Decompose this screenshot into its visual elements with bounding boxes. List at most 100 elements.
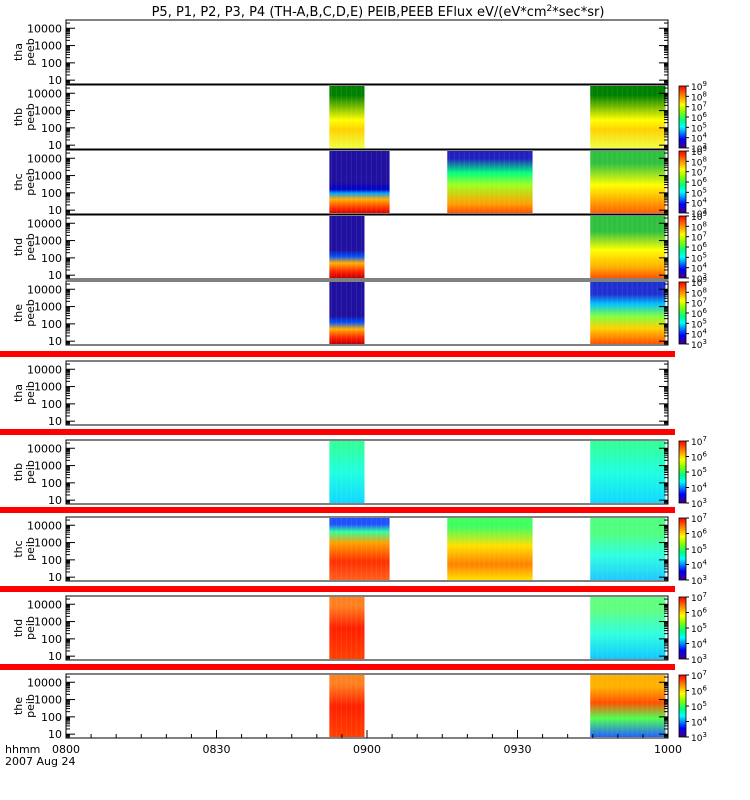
spectrogram-block: [447, 151, 533, 213]
panel-frame: [65, 595, 669, 661]
colorbar-tick-label: 105: [691, 251, 707, 264]
y-tick-label: 1000: [34, 460, 62, 473]
y-tick-label: 100: [41, 252, 62, 265]
colorbar-label-exp: 9: [702, 276, 706, 284]
colorbar-label-exp: 7: [702, 512, 706, 520]
y-tick-label: 10: [48, 269, 62, 282]
colorbar-tick-label: 108: [691, 155, 707, 168]
y-tick-label: 10: [48, 204, 62, 217]
colorbar-label-exp: 6: [702, 111, 707, 119]
colorbar-label-base: 10: [691, 641, 703, 651]
y-tick-label: 100: [41, 398, 62, 411]
colorbar-tick-label: 104: [691, 197, 707, 210]
colorbar-tick-label: 109: [691, 276, 707, 289]
colorbar-tick-label: 107: [691, 591, 707, 604]
colorbar-label-exp: 3: [702, 574, 706, 582]
colorbar-tick-label: 103: [691, 142, 707, 155]
colorbar-label-base: 10: [691, 104, 703, 114]
colorbar-tick-label: 105: [691, 466, 707, 479]
spectrogram-block: [590, 282, 666, 344]
colorbar-label-base: 10: [691, 213, 703, 223]
colorbar-label-exp: 6: [702, 176, 707, 184]
spectrogram-block: [329, 518, 390, 580]
y-tick-label: 10: [48, 650, 62, 663]
colorbar-tick-label: 108: [691, 286, 707, 299]
panel-frame: [65, 280, 669, 346]
colorbar: [678, 281, 687, 345]
colorbar-tick-label: 104: [691, 262, 707, 275]
panel-probe-label: thc: [12, 540, 25, 557]
y-tick-label: 10000: [27, 676, 62, 689]
colorbar-label-base: 10: [691, 148, 703, 158]
spectrogram-block: [329, 282, 365, 344]
panel-probe-label: thb: [12, 108, 25, 126]
x-axis-label: hhmm: [5, 743, 40, 756]
y-tick-label: 10000: [27, 363, 62, 376]
colorbar-tick-label: 104: [691, 638, 707, 651]
colorbar-label-base: 10: [691, 254, 703, 264]
colorbar-tick-label: 106: [691, 176, 707, 189]
colorbar-label-base: 10: [691, 124, 703, 134]
colorbar: [678, 85, 687, 149]
colorbar-tick-label: 103: [691, 653, 707, 666]
colorbar-tick-label: 105: [691, 121, 707, 134]
y-tick-label: 100: [41, 477, 62, 490]
colorbar-label-base: 10: [691, 703, 703, 713]
colorbar-label-base: 10: [691, 200, 703, 210]
colorbar-label-exp: 5: [702, 622, 706, 630]
spectrogram-block: [590, 597, 666, 659]
colorbar-tick-label: 107: [691, 297, 707, 310]
panel-separator: [0, 507, 675, 513]
colorbar-label-base: 10: [691, 577, 703, 587]
panel-separator: [0, 351, 675, 357]
colorbar-tick-label: 104: [691, 482, 707, 495]
colorbar-tick-label: 106: [691, 528, 707, 541]
y-tick-label: 1000: [34, 235, 62, 248]
colorbar-tick-label: 106: [691, 241, 707, 254]
colorbar-label-exp: 5: [702, 121, 706, 129]
y-tick-label: 10: [48, 415, 62, 428]
panel-frame: [65, 439, 669, 505]
x-tick-label: 0800: [52, 743, 80, 756]
colorbar-label-exp: 3: [702, 272, 706, 280]
colorbar-tick-label: 106: [691, 607, 707, 620]
colorbar-label-base: 10: [691, 656, 703, 666]
panel-frame: [65, 214, 669, 280]
colorbar-tick-label: 106: [691, 451, 707, 464]
colorbar-label-exp: 3: [702, 653, 706, 661]
colorbar-label-base: 10: [691, 145, 703, 155]
colorbar-label-exp: 3: [702, 497, 706, 505]
x-axis-date: 2007 Aug 24: [5, 755, 75, 768]
colorbar-label-exp: 3: [702, 207, 706, 215]
colorbar-tick-label: 107: [691, 231, 707, 244]
y-tick-label: 1000: [34, 105, 62, 118]
spectrogram-block: [590, 151, 666, 213]
colorbar: [678, 674, 687, 738]
colorbar-label-base: 10: [691, 500, 703, 510]
y-tick-label: 10: [48, 728, 62, 741]
colorbar-label-base: 10: [691, 289, 703, 299]
colorbar-tick-label: 107: [691, 512, 707, 525]
colorbar-label-base: 10: [691, 179, 703, 189]
y-tick-label: 10: [48, 139, 62, 152]
colorbar-tick-label: 103: [691, 207, 707, 220]
colorbar-label-exp: 6: [702, 607, 707, 615]
spectrogram-block: [590, 441, 666, 503]
panel-product-label: peeb: [24, 38, 37, 66]
colorbar-label-base: 10: [691, 485, 703, 495]
panel-separator: [0, 586, 675, 592]
colorbar-label-exp: 3: [702, 142, 706, 150]
colorbar-label-exp: 4: [702, 638, 707, 646]
colorbar-label-exp: 9: [702, 145, 706, 153]
panel-product-label: peib: [24, 694, 37, 718]
y-tick-label: 10: [48, 335, 62, 348]
colorbar-label-exp: 4: [702, 328, 707, 336]
colorbar-label-base: 10: [691, 625, 703, 635]
